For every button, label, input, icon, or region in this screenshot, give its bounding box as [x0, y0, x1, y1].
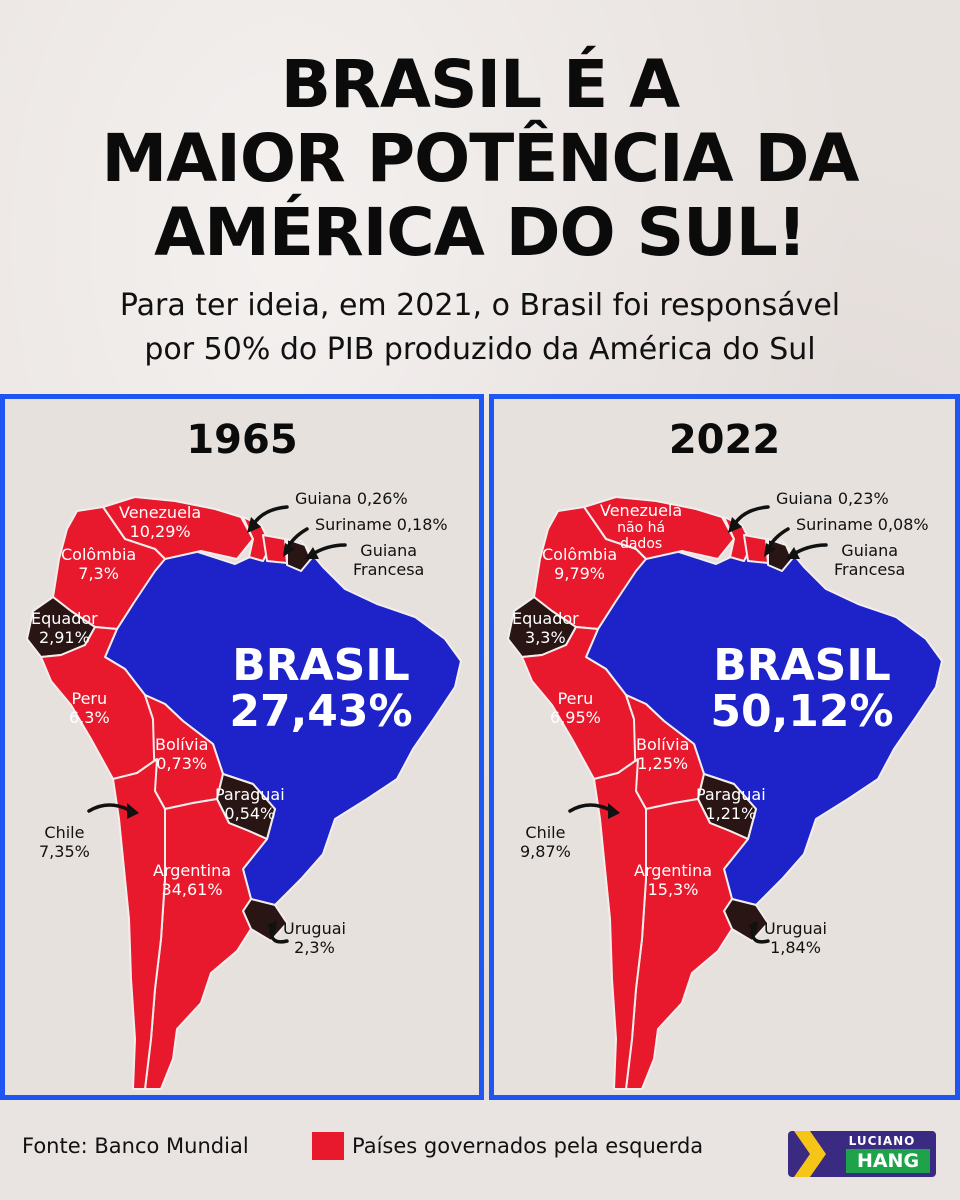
label-equador: Equador 2,91%: [31, 609, 98, 647]
arrowhead-guiana-francesa: [786, 547, 800, 559]
chevron-logo-icon: [794, 1131, 826, 1177]
label-guiana: Guiana 0,26%: [295, 489, 408, 508]
arrow-uruguai: [750, 929, 770, 944]
south-america-map: [26, 496, 462, 1090]
logo-bottom-text: HANG: [846, 1149, 930, 1173]
panel-year: 2022: [668, 417, 781, 463]
arrowhead-uruguai: [267, 921, 277, 935]
arrowhead-suriname: [764, 543, 776, 557]
map-panel-2022: 2022: [489, 394, 960, 1100]
label-brasil: BRASIL 27,43%: [229, 640, 413, 737]
headline-line-2: MAIOR POTÊNCIA DA: [101, 120, 860, 197]
subheadline-line-1: Para ter ideia, em 2021, o Brasil foi re…: [119, 288, 841, 323]
label-bolivia: Bolívia 0,73%: [155, 735, 209, 773]
headline: BRASIL É A MAIOR POTÊNCIA DA AMÉRICA DO …: [0, 48, 960, 270]
label-suriname: Suriname 0,18%: [315, 515, 448, 534]
legend-swatch: [312, 1132, 344, 1160]
uruguai-shape: [242, 898, 288, 942]
label-suriname: Suriname 0,08%: [796, 515, 929, 534]
suriname-shape: [743, 534, 769, 564]
label-chile: Chile 7,35%: [39, 823, 90, 861]
logo-top-text: LUCIANO: [848, 1134, 916, 1148]
chile-shape: [112, 758, 166, 1090]
legend-text: Países governados pela esquerda: [352, 1134, 704, 1158]
label-colombia: Colômbia 9,79%: [542, 545, 618, 583]
arrowhead-suriname: [283, 543, 295, 557]
label-guiana: Guiana 0,23%: [776, 489, 889, 508]
guiana-francesa-shape: [286, 538, 312, 572]
map-panel-1965: 1965: [0, 394, 484, 1100]
arrowhead-guiana-francesa: [305, 547, 319, 559]
label-chile: Chile 9,87%: [520, 823, 571, 861]
arrowhead-chile: [608, 803, 620, 819]
label-argentina: Argentina 34,61%: [153, 861, 232, 899]
chile-shape: [593, 758, 647, 1090]
arrow-guiana: [251, 505, 289, 527]
label-colombia: Colômbia 7,3%: [61, 545, 137, 583]
label-venezuela: Venezuela não há dados: [600, 501, 683, 552]
source-text: Fonte: Banco Mundial: [22, 1134, 249, 1158]
headline-line-1: BRASIL É A: [280, 46, 680, 123]
arrowhead-guiana: [728, 517, 742, 533]
guiana-francesa-shape: [767, 538, 793, 572]
arrowhead-uruguai: [748, 921, 758, 935]
arrow-guiana: [732, 505, 770, 527]
label-venezuela: Venezuela 10,29%: [119, 503, 202, 541]
suriname-shape: [262, 534, 288, 564]
arrowhead-guiana: [247, 517, 261, 533]
panel-year: 1965: [186, 417, 298, 463]
label-bolivia: Bolívia 1,25%: [636, 735, 690, 773]
subheadline: Para ter ideia, em 2021, o Brasil foi re…: [0, 284, 960, 372]
label-guiana-francesa: Guiana Francesa: [353, 541, 425, 579]
subheadline-line-2: por 50% do PIB produzido da América do S…: [144, 332, 816, 367]
label-equador: Equador 3,3%: [512, 609, 579, 647]
uruguai-shape: [723, 898, 769, 942]
label-peru: Peru 6,95%: [550, 689, 601, 727]
colombia-shape: [533, 506, 647, 630]
arrowhead-chile: [127, 803, 139, 819]
headline-line-3: AMÉRICA DO SUL!: [154, 194, 807, 271]
label-peru: Peru 6,3%: [69, 689, 110, 727]
label-argentina: Argentina 15,3%: [634, 861, 713, 899]
label-guiana-francesa: Guiana Francesa: [834, 541, 906, 579]
label-paraguai: Paraguai 1,21%: [696, 785, 766, 823]
label-uruguai: Uruguai 1,84%: [764, 919, 827, 957]
label-paraguai: Paraguai 0,54%: [215, 785, 285, 823]
label-uruguai: Uruguai 2,3%: [283, 919, 346, 957]
brand-logo: LUCIANO HANG: [788, 1131, 936, 1177]
colombia-shape: [52, 506, 166, 630]
south-america-map: [507, 496, 943, 1090]
label-brasil: BRASIL 50,12%: [710, 640, 894, 737]
arrow-uruguai: [269, 929, 289, 944]
